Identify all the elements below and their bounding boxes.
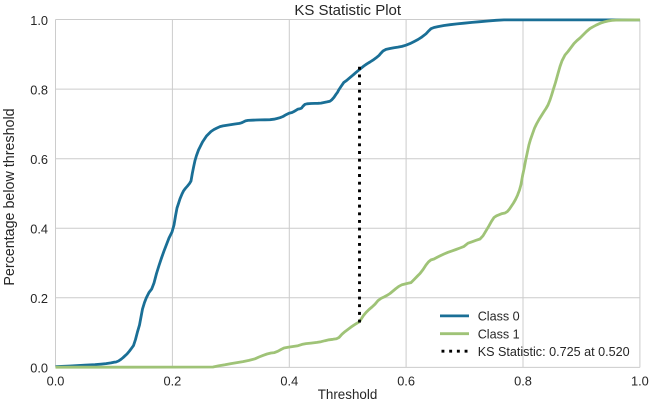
svg-text:KS Statistic: 0.725 at 0.520: KS Statistic: 0.725 at 0.520 [478, 345, 630, 359]
svg-text:Threshold: Threshold [318, 387, 378, 402]
svg-text:0.6: 0.6 [30, 152, 48, 167]
svg-text:1.0: 1.0 [30, 13, 48, 28]
svg-text:Percentage below threshold: Percentage below threshold [2, 108, 18, 285]
svg-text:0.8: 0.8 [30, 82, 48, 97]
svg-text:0.0: 0.0 [30, 361, 48, 376]
svg-text:0.0: 0.0 [47, 373, 65, 388]
svg-text:0.4: 0.4 [280, 373, 298, 388]
svg-text:Class 0: Class 0 [478, 310, 520, 324]
svg-text:0.6: 0.6 [397, 373, 415, 388]
svg-text:0.4: 0.4 [30, 222, 48, 237]
svg-text:0.8: 0.8 [514, 373, 532, 388]
svg-text:KS Statistic Plot: KS Statistic Plot [294, 2, 402, 19]
svg-text:0.2: 0.2 [164, 373, 182, 388]
svg-text:Class 1: Class 1 [478, 327, 520, 341]
svg-text:0.2: 0.2 [30, 291, 48, 306]
svg-text:1.0: 1.0 [631, 373, 649, 388]
